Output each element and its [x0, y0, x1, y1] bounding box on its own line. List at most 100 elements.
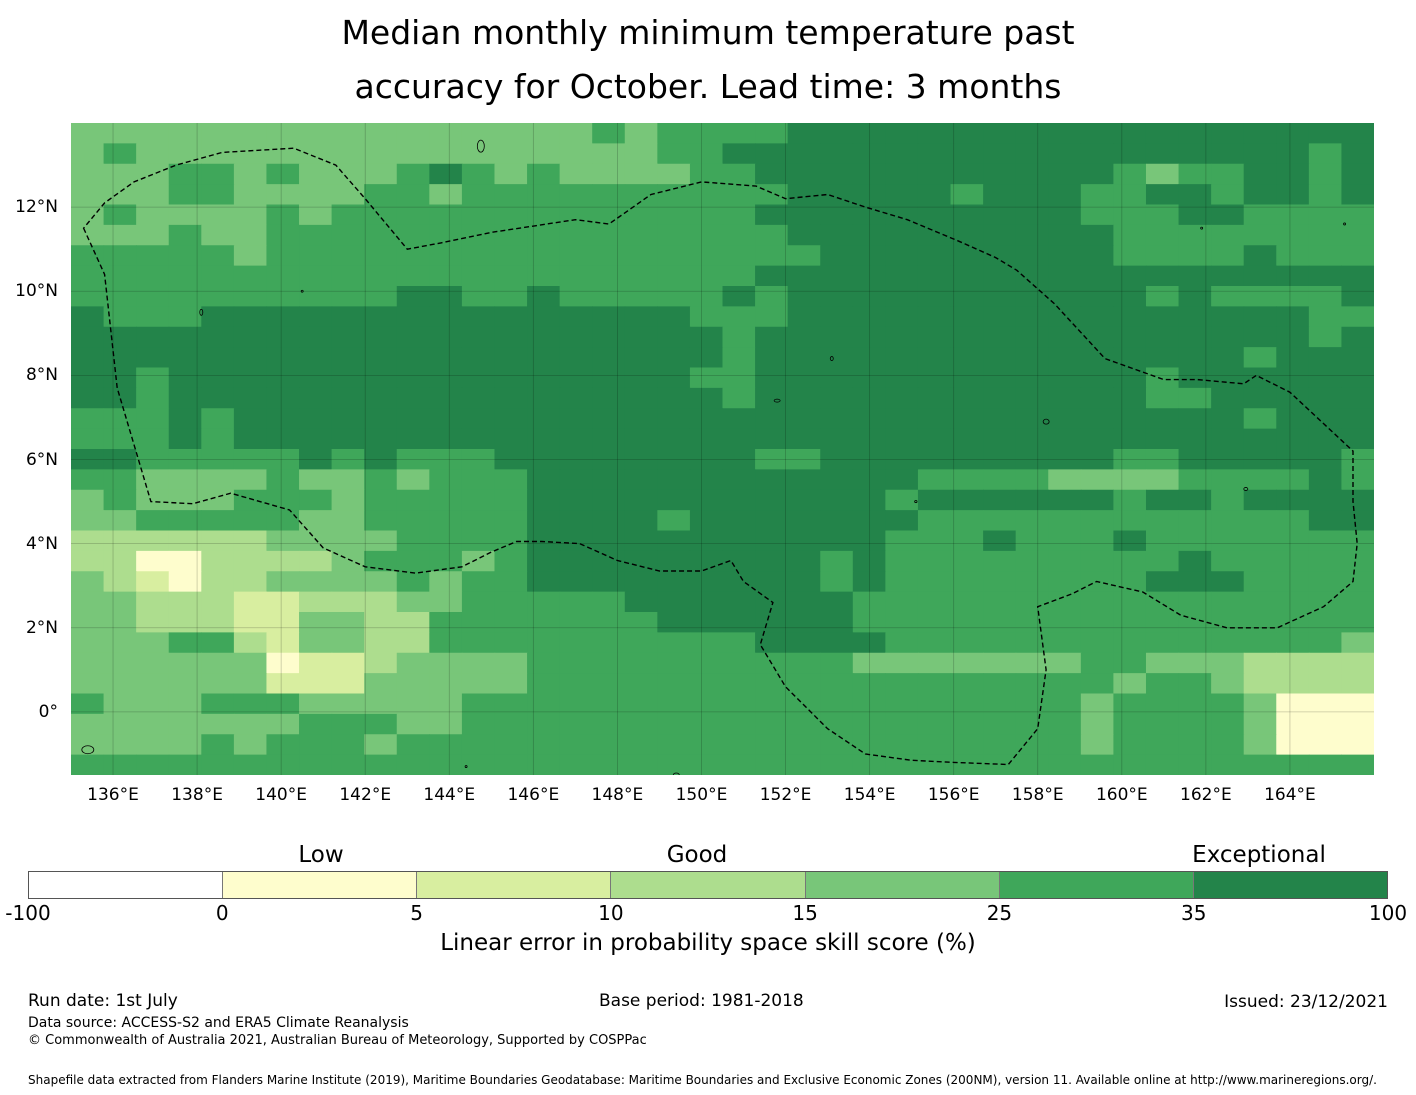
grid-cell: [103, 265, 137, 287]
grid-cell: [266, 713, 300, 735]
grid-cell: [1048, 673, 1082, 695]
grid-cell: [1048, 449, 1082, 470]
grid-cell: [1243, 224, 1277, 246]
grid-cell: [592, 428, 626, 450]
grid-cell: [1243, 347, 1277, 369]
grid-cell: [201, 306, 235, 328]
grid-cell: [852, 265, 886, 287]
grid-cell: [689, 652, 724, 674]
grid-cell: [461, 123, 496, 144]
grid-cell: [1211, 408, 1245, 430]
grid-cell: [299, 612, 333, 633]
grid-cell: [1113, 163, 1147, 185]
grid-cell: [71, 306, 105, 328]
grid-cell: [950, 387, 984, 409]
grid-cell: [461, 632, 496, 654]
grid-cell: [722, 347, 756, 369]
grid-cell: [1080, 469, 1115, 491]
grid-cell: [396, 734, 430, 756]
grid-cell: [1080, 286, 1115, 307]
grid-cell: [168, 571, 202, 593]
grid-cell: [71, 713, 105, 735]
grid-cell: [917, 673, 952, 695]
grid-cell: [527, 571, 561, 593]
grid-cell: [1015, 286, 1049, 307]
grid-cell: [787, 652, 821, 674]
grid-cell: [396, 143, 430, 165]
grid-cell: [364, 367, 398, 389]
grid-cell: [461, 204, 496, 226]
grid-cell: [787, 754, 821, 775]
grid-cell: [787, 734, 821, 756]
grid-cell: [624, 693, 658, 715]
grid-cell: [1211, 591, 1245, 613]
grid-cell: [201, 347, 235, 369]
grid-cell: [364, 591, 398, 613]
grid-cell: [1341, 510, 1374, 532]
grid-cell: [1276, 326, 1310, 348]
grid-cell: [331, 734, 365, 756]
longitude-tick-label: 158°E: [1011, 785, 1064, 805]
grid-cell: [1308, 734, 1343, 756]
grid-cell: [983, 713, 1017, 735]
grid-cell: [1276, 550, 1310, 572]
grid-cell: [787, 367, 821, 389]
grid-cell: [983, 612, 1017, 633]
grid-cell: [136, 652, 170, 674]
grid-cell: [299, 754, 333, 775]
grid-cell: [494, 408, 528, 430]
grid-cell: [852, 734, 886, 756]
grid-cell: [331, 754, 365, 775]
grid-cell: [950, 265, 984, 287]
grid-cell: [1048, 306, 1082, 328]
grid-cell: [1048, 734, 1082, 756]
grid-cell: [266, 387, 300, 409]
grid-cell: [71, 245, 105, 267]
grid-cell: [233, 693, 268, 715]
grid-cell: [103, 489, 137, 511]
grid-cell: [1113, 734, 1147, 756]
grid-cell: [429, 163, 463, 185]
grid-cell: [559, 245, 593, 267]
grid-cell: [755, 693, 789, 715]
grid-cell: [299, 347, 333, 369]
issued-date: Issued: 23/12/2021: [1224, 992, 1388, 1012]
grid-cell: [429, 408, 463, 430]
colorbar-tick-label: 0: [215, 901, 229, 925]
grid-cell: [461, 408, 496, 430]
grid-cell: [1048, 428, 1082, 450]
grid-cell: [1341, 489, 1374, 511]
grid-cell: [103, 163, 137, 185]
grid-cell: [885, 449, 919, 470]
grid-cell: [461, 326, 496, 348]
grid-cell: [1243, 326, 1277, 348]
grid-cell: [755, 673, 789, 695]
grid-cell: [689, 224, 724, 246]
grid-cell: [1341, 367, 1374, 389]
grid-cell: [1308, 326, 1343, 348]
grid-cell: [689, 754, 724, 775]
grid-cell: [71, 754, 105, 775]
grid-cell: [592, 550, 626, 572]
grid-cell: [1276, 673, 1310, 695]
grid-cell: [1341, 693, 1374, 715]
grid-cell: [820, 163, 854, 185]
grid-cell: [331, 245, 365, 267]
grid-cell: [852, 612, 886, 633]
grid-cell: [299, 713, 333, 735]
grid-cell: [787, 510, 821, 532]
grid-cell: [592, 408, 626, 430]
grid-cell: [266, 591, 300, 613]
grid-cell: [103, 673, 137, 695]
grid-cell: [103, 469, 137, 491]
grid-cell: [1145, 387, 1180, 409]
grid-cell: [396, 449, 430, 470]
grid-cell: [820, 489, 854, 511]
grid-cell: [559, 306, 593, 328]
grid-cell: [494, 469, 528, 491]
grid-cell: [1048, 469, 1082, 491]
grid-cell: [233, 387, 268, 409]
grid-cell: [1080, 224, 1115, 246]
grid-cell: [950, 123, 984, 144]
grid-cell: [657, 469, 691, 491]
